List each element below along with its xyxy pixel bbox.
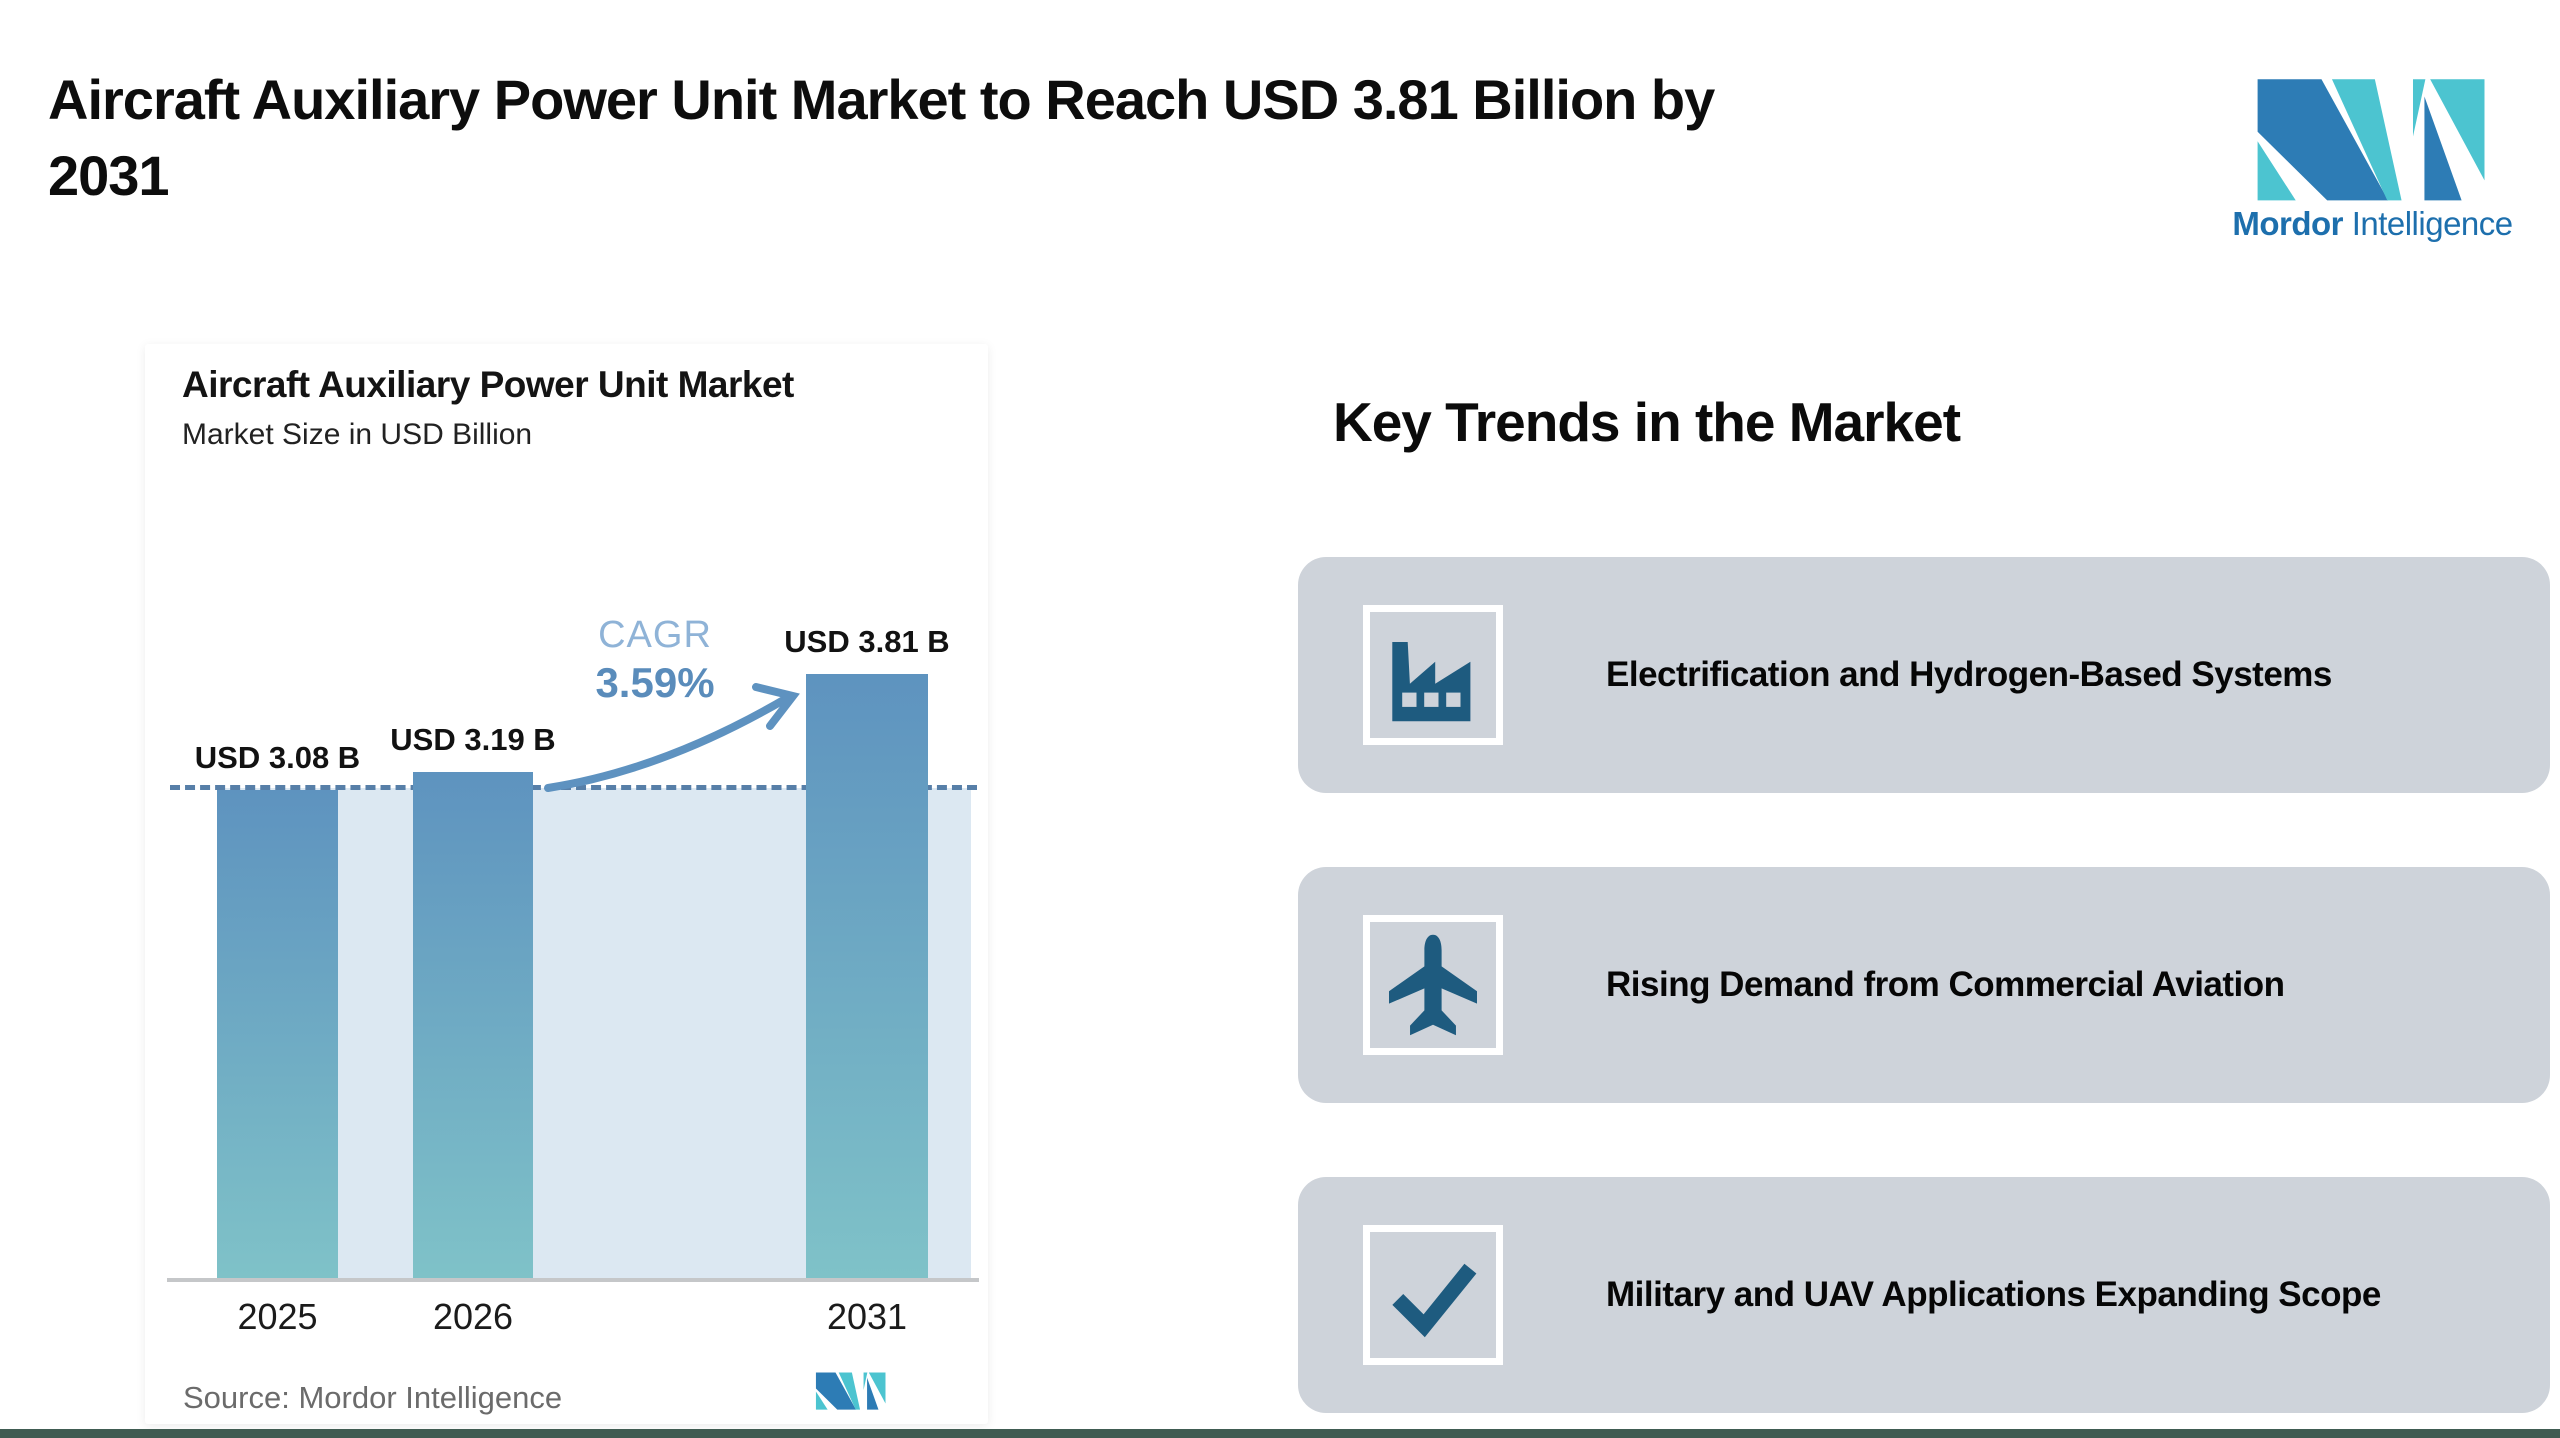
- airplane-icon: [1389, 934, 1477, 1036]
- brand-logo-text: Mordor Intelligence: [2200, 205, 2545, 243]
- x-tick-label: 2031: [826, 1296, 908, 1337]
- cagr-annotation: CAGR 3.59%: [565, 614, 745, 707]
- x-tick-label: 2026: [432, 1296, 514, 1337]
- brand-name-regular: Intelligence: [2351, 205, 2513, 242]
- cagr-value: 3.59%: [595, 659, 715, 706]
- bar-2025: [217, 790, 338, 1278]
- bar-value-label: USD 3.19 B: [390, 722, 556, 757]
- bar-chart-plot: CAGR 3.59% USD 3.08 B 2025 USD 3.19 B 2026 U…: [145, 344, 988, 1424]
- brand-name-bold: Mordor: [2232, 205, 2344, 242]
- chart-subtitle: Market Size in USD Billion: [182, 418, 533, 451]
- source-value: Mordor Intelligence: [298, 1380, 563, 1415]
- x-axis-line: [167, 1278, 979, 1282]
- cagr-label: CAGR: [598, 614, 712, 656]
- page-title: Aircraft Auxiliary Power Unit Market to …: [48, 62, 2158, 214]
- bottom-edge-strip: [0, 1429, 2560, 1438]
- trend-label: Electrification and Hydrogen-Based Syste…: [1606, 655, 2332, 694]
- page-title-line2: 2031: [48, 144, 170, 207]
- market-size-chart-card: Aircraft Auxiliary Power Unit Market Mar…: [145, 344, 988, 1424]
- key-trends-heading: Key Trends in the Market: [1333, 391, 1961, 453]
- source-line: Source: Mordor Intelligence: [183, 1380, 562, 1416]
- trend-icon-box: [1363, 915, 1503, 1055]
- bar-2026: [413, 772, 533, 1278]
- factory-icon: [1392, 642, 1471, 722]
- mordor-intelligence-m-icon: [2257, 79, 2485, 201]
- chart-title: Aircraft Auxiliary Power Unit Market: [182, 364, 794, 405]
- x-tick-label: 2025: [237, 1296, 318, 1337]
- trend-card-military-uav: Military and UAV Applications Expanding …: [1298, 1177, 2550, 1413]
- trend-card-commercial-aviation: Rising Demand from Commercial Aviation: [1298, 867, 2550, 1103]
- source-label: Source:: [183, 1380, 290, 1415]
- bar-2031: [806, 674, 928, 1278]
- trend-label: Military and UAV Applications Expanding …: [1606, 1275, 2381, 1314]
- checkmark-icon: [1392, 1263, 1477, 1338]
- bar-value-label: USD 3.08 B: [194, 740, 361, 775]
- trend-icon-box: [1363, 605, 1503, 745]
- bar-value-label: USD 3.81 B: [784, 624, 950, 659]
- trend-icon-box: [1363, 1225, 1503, 1365]
- brand-logo: Mordor Intelligence: [2200, 13, 2545, 320]
- trend-label: Rising Demand from Commercial Aviation: [1606, 965, 2285, 1004]
- trend-card-electrification: Electrification and Hydrogen-Based Syste…: [1298, 557, 2550, 793]
- page-title-line1: Aircraft Auxiliary Power Unit Market to …: [48, 68, 1715, 131]
- mordor-intelligence-m-icon-small: [815, 1372, 886, 1410]
